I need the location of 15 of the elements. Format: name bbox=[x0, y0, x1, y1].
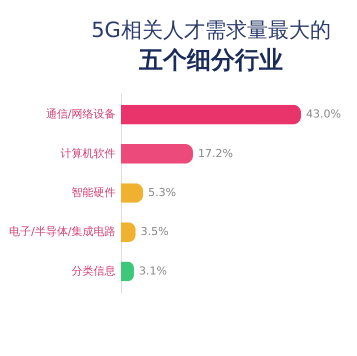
data-label: 17.2% bbox=[198, 146, 233, 160]
chart-title: 5G相关人才需求量最大的 bbox=[91, 18, 331, 42]
bar bbox=[121, 104, 301, 124]
chart-subtitle: 五个细分行业 bbox=[138, 46, 283, 74]
data-label: 3.5% bbox=[140, 225, 169, 238]
y-tick-label: 分类信息 bbox=[72, 264, 116, 278]
bar bbox=[121, 183, 144, 203]
data-label: 43.0% bbox=[306, 108, 341, 121]
data-label: 3.1% bbox=[138, 264, 167, 278]
y-tick-label: 智能硬件 bbox=[72, 186, 116, 199]
y-tick-label: 电子/半导体/集成电路 bbox=[9, 225, 116, 238]
bar bbox=[121, 144, 193, 164]
y-tick-label: 计算机软件 bbox=[60, 146, 116, 160]
data-label: 5.3% bbox=[148, 186, 176, 199]
y-tick-label: 通信/网络设备 bbox=[46, 108, 116, 121]
